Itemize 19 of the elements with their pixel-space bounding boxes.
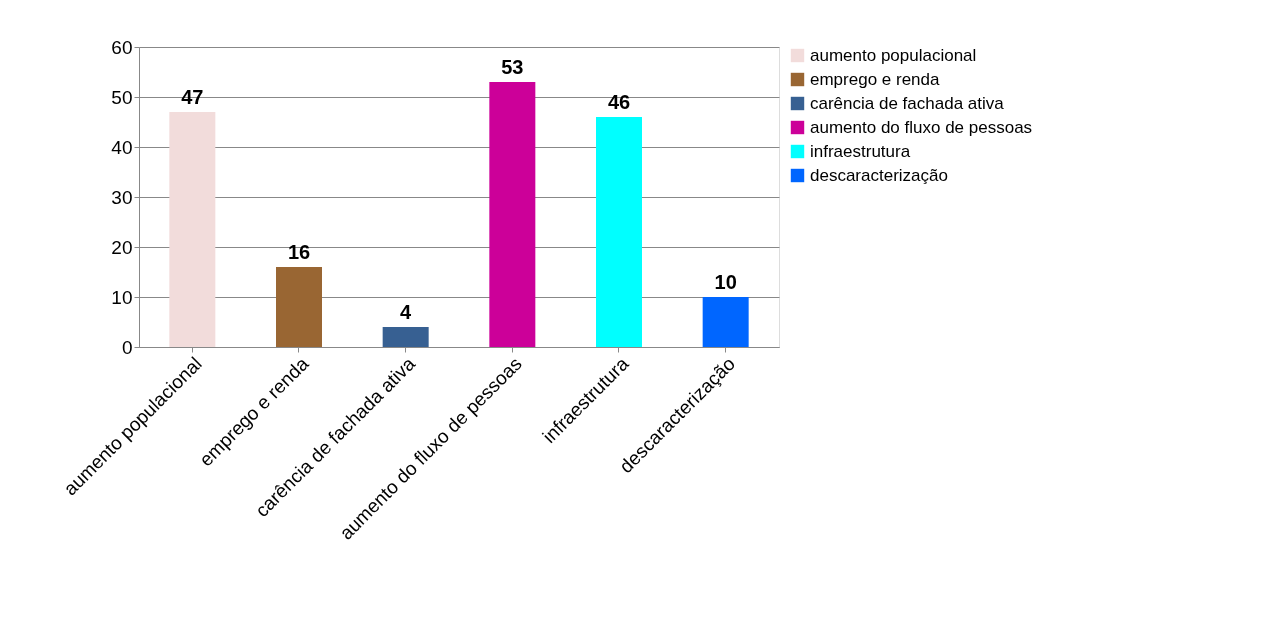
data-label: 46 [607, 91, 631, 113]
legend-label: infraestrutura [810, 141, 911, 161]
y-tick-label: 10 [111, 286, 133, 308]
legend-label: emprego e renda [810, 69, 941, 89]
legend-label: aumento populacional [810, 45, 977, 65]
y-tick-label: 40 [111, 136, 133, 158]
data-label: 47 [181, 86, 204, 108]
y-tick-label: 20 [111, 236, 133, 258]
data-label: 53 [501, 56, 524, 78]
legend-label: descaracterização [810, 165, 948, 185]
y-tick-label: 50 [111, 86, 133, 108]
data-label: 16 [287, 241, 311, 263]
legend-label: carência de fachada ativa [810, 93, 1005, 113]
y-tick-label: 0 [121, 336, 133, 358]
y-tick-label: 30 [111, 186, 133, 208]
y-tick-label: 60 [111, 36, 133, 58]
data-label: 4 [400, 301, 413, 323]
legend-label: aumento do fluxo de pessoas [810, 117, 1033, 137]
data-label: 10 [714, 271, 737, 293]
